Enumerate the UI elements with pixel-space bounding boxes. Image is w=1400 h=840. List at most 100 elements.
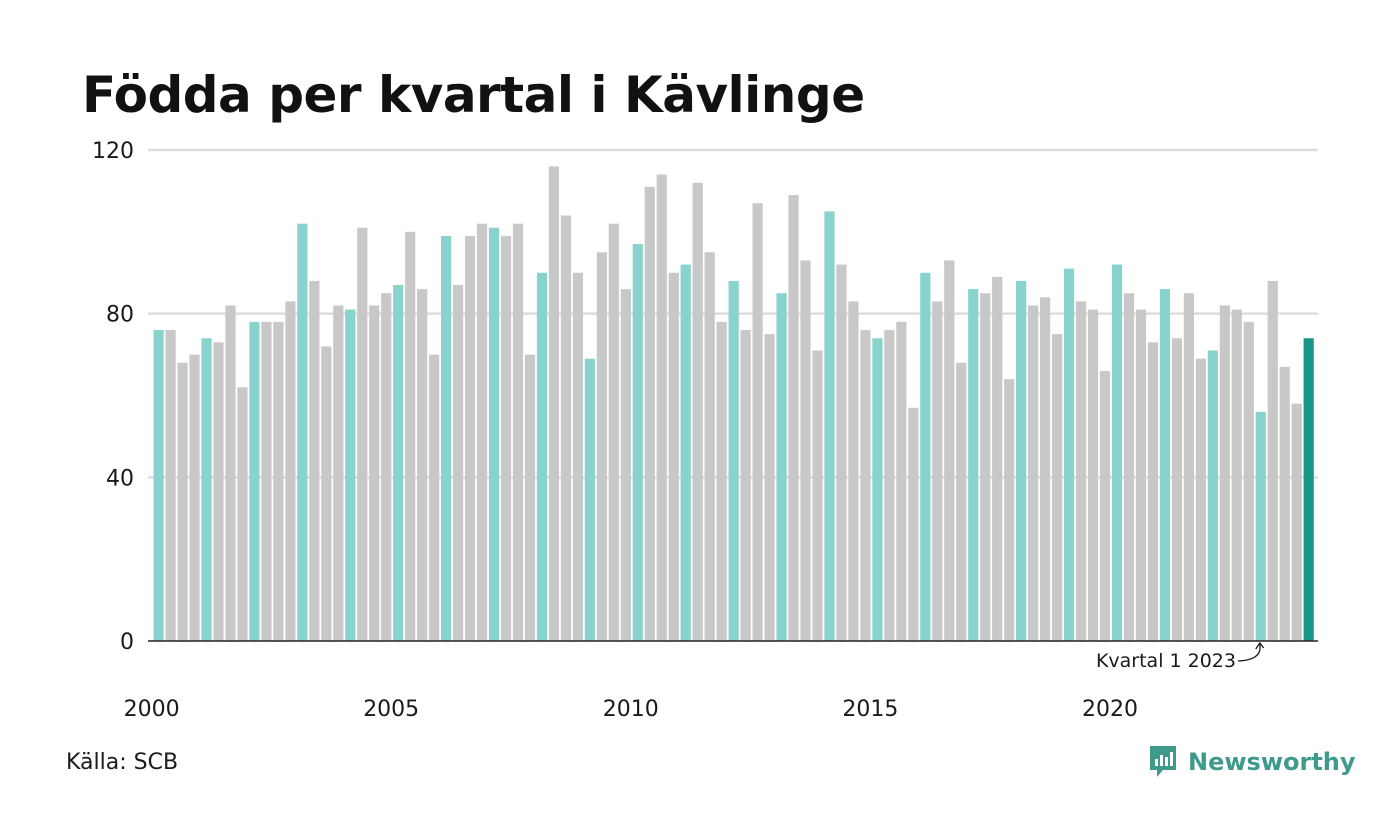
x-tick-label: 2005 xyxy=(363,697,419,722)
bar xyxy=(405,231,416,642)
bar xyxy=(572,272,583,641)
bar xyxy=(189,354,200,641)
bar xyxy=(1267,280,1278,641)
bar xyxy=(716,321,727,641)
y-tick-label: 80 xyxy=(106,303,134,328)
bar xyxy=(381,293,392,641)
bar xyxy=(860,330,871,641)
bar xyxy=(441,235,452,642)
x-axis-labels: 2000 2005 2010 2015 2020 xyxy=(124,697,1138,722)
bar xyxy=(536,272,548,641)
bar xyxy=(500,235,512,642)
bar xyxy=(1087,309,1099,641)
bar xyxy=(1016,280,1027,641)
bar xyxy=(992,276,1003,641)
bar xyxy=(1040,297,1051,641)
bar xyxy=(1291,403,1302,641)
bar xyxy=(1171,338,1182,641)
bar xyxy=(476,223,488,641)
bar xyxy=(464,235,476,642)
bar xyxy=(249,321,260,641)
bar xyxy=(524,354,536,641)
bar xyxy=(1219,305,1230,641)
chart-title: Födda per kvartal i Kävlinge xyxy=(82,66,865,124)
bar xyxy=(548,166,560,641)
bar xyxy=(800,260,811,641)
bar xyxy=(237,387,248,641)
bar xyxy=(596,252,607,641)
bar xyxy=(333,305,344,641)
bar xyxy=(309,280,320,641)
bar xyxy=(273,321,284,641)
bar xyxy=(1207,350,1218,641)
y-axis-labels: 0 40 80 120 xyxy=(92,139,134,655)
y-tick-label: 40 xyxy=(106,466,134,491)
bar xyxy=(920,272,931,641)
x-tick-label: 2010 xyxy=(603,697,659,722)
bar xyxy=(848,301,859,641)
bar xyxy=(728,280,739,641)
bar xyxy=(1243,321,1254,641)
bar xyxy=(680,264,691,641)
newsworthy-logo: Newsworthy xyxy=(1148,744,1356,780)
bar xyxy=(608,223,619,641)
bar xyxy=(393,285,404,641)
bar xyxy=(417,289,428,641)
bar xyxy=(1075,301,1087,641)
bar xyxy=(824,211,835,641)
bar xyxy=(369,305,380,641)
bar xyxy=(668,272,679,641)
bar xyxy=(201,338,212,641)
brand-name: Newsworthy xyxy=(1188,748,1356,776)
bar xyxy=(177,362,188,641)
newsworthy-logo-icon xyxy=(1150,746,1176,777)
annotation-label: Kvartal 1 2023 xyxy=(1096,650,1236,672)
bar xyxy=(1111,264,1123,641)
annotation: Kvartal 1 2023 xyxy=(1096,641,1265,672)
bar xyxy=(1135,309,1147,641)
bar-chart: 0 40 80 120 2000 2005 2010 2015 2020 Kvartal 1 … xyxy=(92,139,1318,722)
bar xyxy=(560,215,572,641)
annotation-arrow xyxy=(1237,641,1265,662)
bar xyxy=(165,330,176,641)
bar xyxy=(345,309,356,641)
bar xyxy=(956,362,967,641)
x-tick-label: 2015 xyxy=(842,697,898,722)
bar xyxy=(1195,358,1206,641)
bar xyxy=(1303,338,1314,641)
bar xyxy=(980,293,991,641)
bar xyxy=(1183,293,1194,641)
x-tick-label: 2020 xyxy=(1082,697,1138,722)
bar xyxy=(429,354,440,641)
bar xyxy=(776,293,787,641)
bar xyxy=(1231,309,1242,641)
y-tick-label: 120 xyxy=(92,139,134,164)
bar xyxy=(1004,379,1015,641)
bar xyxy=(153,330,164,641)
bar xyxy=(1159,289,1171,641)
bar xyxy=(752,203,763,642)
bar xyxy=(764,334,775,641)
bar xyxy=(932,301,943,641)
bar xyxy=(213,342,224,641)
source-note: Källa: SCB xyxy=(66,750,179,775)
bar xyxy=(692,182,703,641)
bar xyxy=(1123,293,1135,641)
bar xyxy=(968,289,979,641)
bar xyxy=(812,350,823,641)
bar xyxy=(884,330,895,641)
bar xyxy=(704,252,715,641)
x-tick-label: 2000 xyxy=(124,697,180,722)
bar xyxy=(1099,370,1111,641)
bar xyxy=(1052,334,1063,641)
bar xyxy=(872,338,883,641)
bar xyxy=(1063,268,1075,641)
bar xyxy=(836,264,847,641)
bar xyxy=(321,346,332,641)
bar xyxy=(944,260,955,641)
bar xyxy=(488,227,500,641)
bars xyxy=(153,166,1314,642)
bar xyxy=(1028,305,1039,641)
bar xyxy=(1255,411,1266,641)
y-tick-label: 0 xyxy=(120,630,134,655)
